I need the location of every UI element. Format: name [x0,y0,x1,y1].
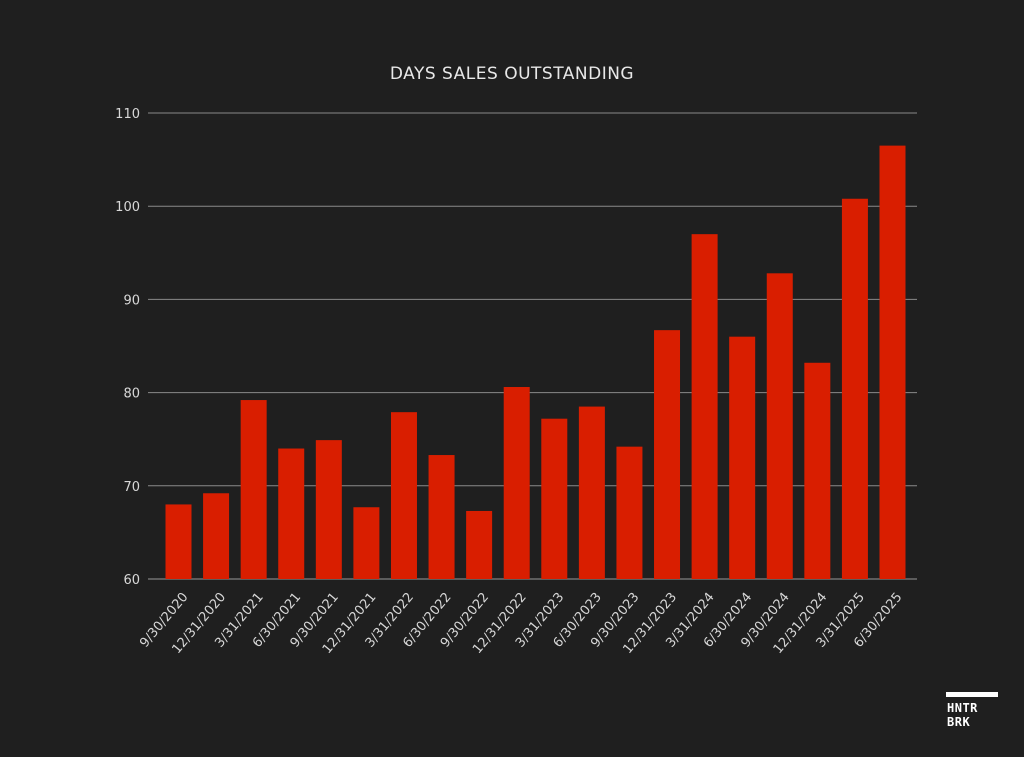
bar [841,198,868,579]
bar [879,145,906,579]
bar [729,336,756,579]
bar [804,362,831,579]
bar [691,234,718,579]
bar [766,273,793,579]
bar [390,412,417,579]
y-axis-ticks: 60 70 80 90 100 110 [115,107,140,588]
bar [353,507,380,579]
bar [503,387,530,579]
bar [466,510,493,579]
y-tick-label: 100 [115,200,140,215]
y-tick-label: 90 [123,293,140,308]
bar [278,448,305,579]
y-tick-label: 110 [115,107,140,122]
y-tick-label: 80 [123,387,140,402]
bar [541,418,568,579]
x-axis-ticks: 9/30/202012/31/20203/31/20216/30/20219/3… [137,590,905,657]
bar [165,504,192,579]
logo-bar [946,692,998,697]
logo-text-line2: BRK [947,715,971,729]
y-tick-label: 70 [123,480,140,495]
logo-text-line1: HNTR [947,701,978,715]
bars [165,145,906,579]
bar [616,446,643,579]
brand-logo: HNTR BRK [946,692,998,736]
bar [240,400,267,579]
bar [654,330,681,579]
bar [315,440,342,579]
bar [578,406,605,579]
bar [428,455,455,579]
y-tick-label: 60 [123,573,140,588]
bar [203,493,230,579]
chart-title: DAYS SALES OUTSTANDING [390,64,634,84]
